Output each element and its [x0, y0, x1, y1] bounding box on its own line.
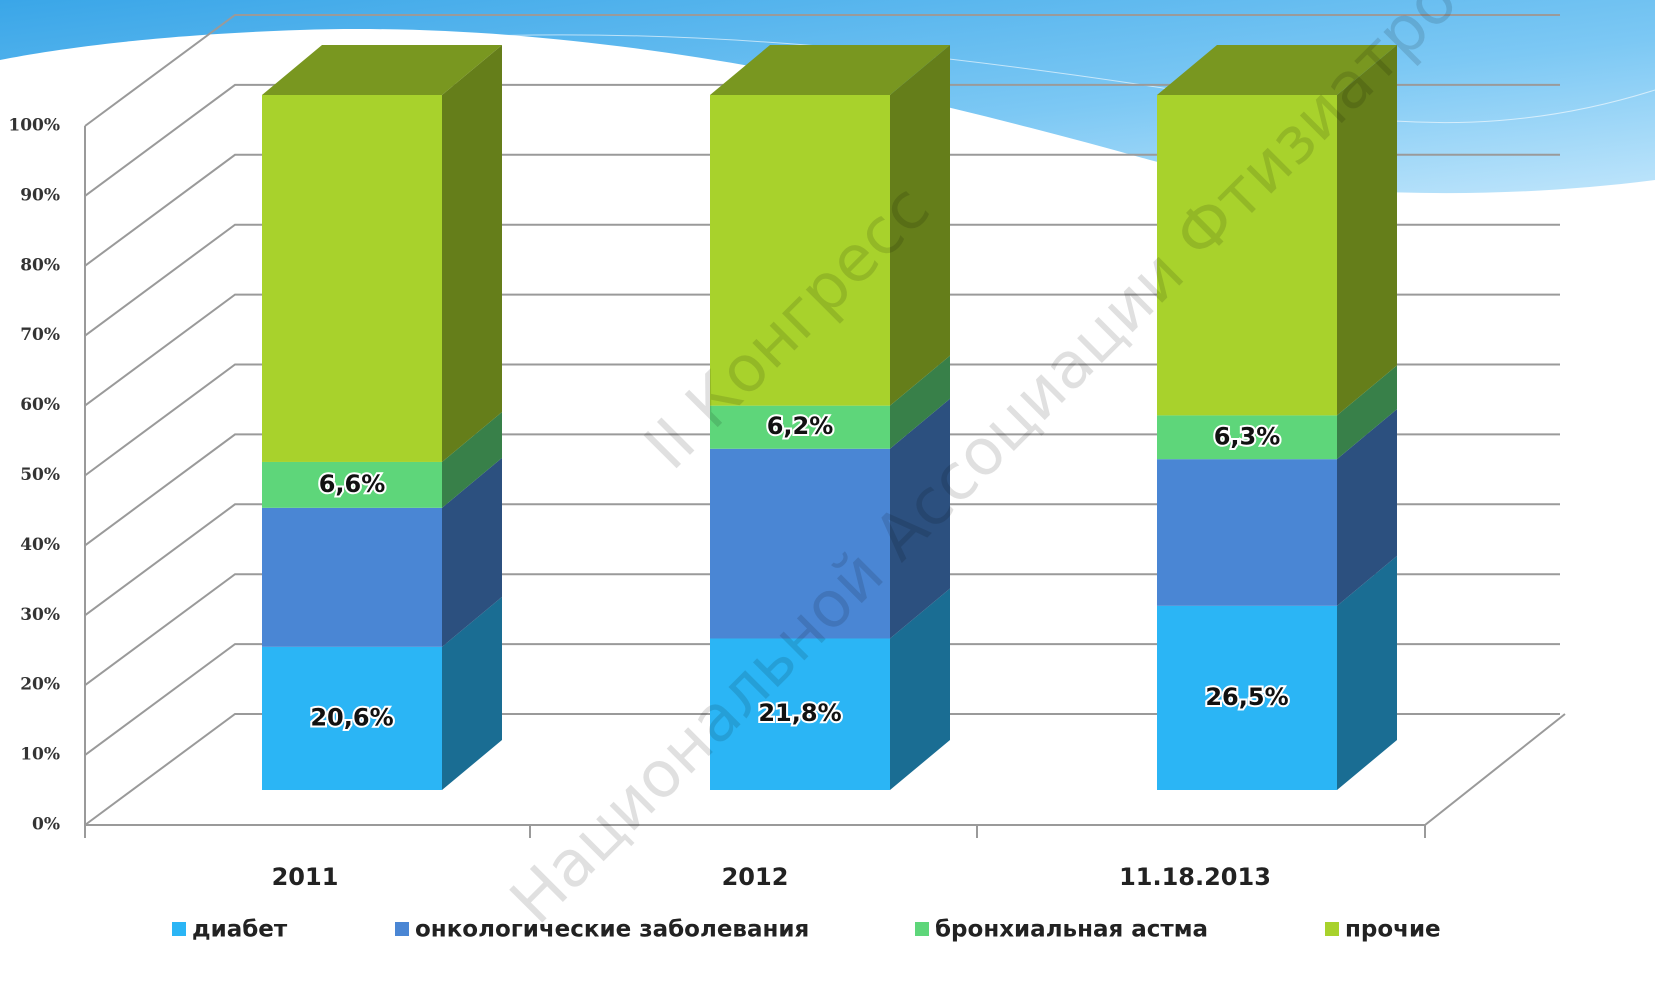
y-tick-label: 60%	[20, 395, 60, 415]
y-tick-label: 30%	[20, 605, 60, 625]
legend-swatch	[172, 922, 186, 936]
bar-top	[710, 45, 950, 95]
bar-top	[262, 45, 502, 95]
legend-label: диабет	[192, 917, 288, 943]
y-tick-label: 20%	[20, 675, 60, 695]
bar	[710, 95, 890, 406]
y-tick-label: 0%	[32, 815, 60, 835]
grid-line	[84, 223, 1560, 337]
bar-side	[1337, 409, 1397, 606]
grid-line	[84, 83, 1560, 197]
grid-line	[84, 503, 1560, 617]
grid-line	[84, 363, 1560, 477]
value-label: 21,8%	[758, 699, 841, 727]
y-tick-label: 10%	[20, 745, 60, 765]
bar	[262, 461, 442, 508]
grid-line	[84, 433, 1560, 547]
y-tick-label: 90%	[20, 185, 60, 205]
legend-swatch	[1325, 922, 1339, 936]
grid-line	[84, 573, 1560, 687]
bar	[1157, 415, 1337, 460]
y-tick-label: 70%	[20, 325, 60, 345]
bar-side	[890, 588, 950, 790]
grid-line	[84, 713, 1560, 826]
bar	[1157, 95, 1337, 416]
y-tick-label: 80%	[20, 255, 60, 275]
x-tick-label: 2012	[722, 863, 789, 891]
grid-line	[84, 14, 1560, 127]
value-label: 26,5%	[1205, 683, 1288, 711]
bar	[1157, 459, 1337, 606]
y-tick-label: 100%	[8, 116, 60, 136]
bar-side	[1337, 45, 1397, 416]
bar-side	[1337, 365, 1397, 460]
bar	[262, 646, 442, 790]
grid-line	[84, 643, 1560, 756]
legend-swatch	[915, 922, 929, 936]
value-label: 6,2%	[767, 412, 834, 440]
grid-line	[84, 153, 1560, 267]
y-tick-label: 50%	[20, 465, 60, 485]
bar	[1157, 605, 1337, 790]
bar-top	[1157, 45, 1397, 95]
bar-side	[890, 45, 950, 406]
bar	[710, 405, 890, 449]
bar	[710, 638, 890, 790]
bar-side	[442, 596, 502, 790]
value-label: 6,6%	[319, 470, 386, 498]
bar	[710, 448, 890, 639]
bar-side	[890, 398, 950, 639]
x-tick-label: 2011	[272, 863, 339, 891]
value-label: 20,6%	[310, 703, 393, 731]
bar-side	[890, 355, 950, 449]
bar-side	[1337, 555, 1397, 790]
bar-side	[442, 45, 502, 462]
grid-line	[84, 293, 1560, 407]
bar	[262, 507, 442, 647]
value-label: 6,3%	[1214, 422, 1281, 450]
y-tick-label: 40%	[20, 535, 60, 555]
bar-side	[442, 411, 502, 508]
bar	[262, 95, 442, 462]
legend-swatch	[395, 922, 409, 936]
legend-label: онкологические заболевания	[415, 917, 809, 943]
bar-side	[442, 457, 502, 647]
legend-label: бронхиальная астма	[935, 917, 1208, 943]
legend-label: прочие	[1345, 917, 1441, 943]
x-tick-label: 11.18.2013	[1119, 863, 1271, 891]
